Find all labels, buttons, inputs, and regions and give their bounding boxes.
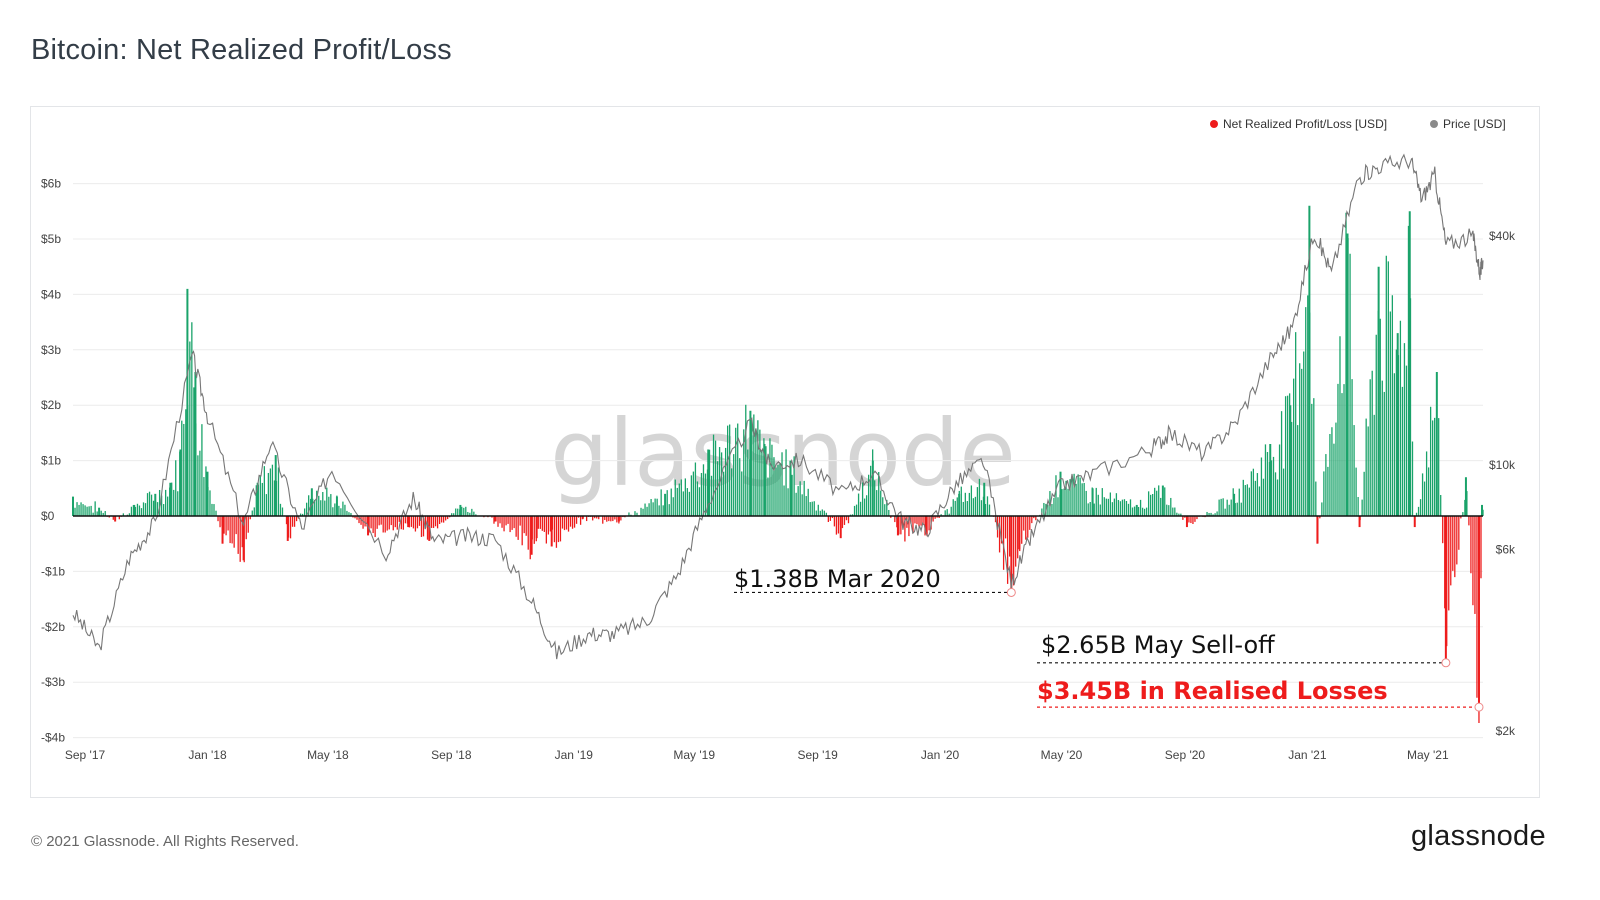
y-left-tick-label: $3b	[41, 343, 61, 357]
y-right-tick-label: $6k	[1496, 542, 1516, 556]
glassnode-logo[interactable]: glassnode	[1411, 820, 1546, 852]
y-left-tick-label: $5b	[41, 232, 61, 246]
x-tick-label: Sep '18	[431, 748, 472, 762]
annotation-marker	[1441, 658, 1451, 668]
annotation-label: $3.45B in Realised Losses	[1037, 677, 1388, 705]
x-tick-label: May '18	[307, 748, 349, 762]
y-right-tick-label: $40k	[1489, 229, 1516, 243]
y-left-tick-label: $1b	[41, 454, 61, 468]
x-tick-label: May '20	[1041, 748, 1083, 762]
chart-svg: glassnode $6b $5b $4b $3b $2b $1b $0 -$1b -$2b -$3…	[41, 117, 1516, 762]
watermark-text: glassnode	[550, 400, 1016, 507]
y-left-tick-label: -$3b	[41, 675, 65, 689]
y-right-tick-label: $10k	[1489, 458, 1516, 472]
y-left-tick-label: $0	[41, 509, 55, 523]
y-left-tick-label: -$4b	[41, 731, 65, 745]
x-tick-label: May '21	[1407, 748, 1449, 762]
y-left-tick-label: $4b	[41, 287, 61, 301]
copyright-text: © 2021 Glassnode. All Rights Reserved.	[31, 833, 299, 850]
page-title: Bitcoin: Net Realized Profit/Loss	[31, 34, 452, 66]
y-left-tick-label: $2b	[41, 398, 61, 412]
annotation-marker	[1006, 587, 1016, 597]
y-left-tick-label: -$1b	[41, 564, 65, 578]
price-line	[72, 153, 1484, 660]
annotation-marker	[1474, 702, 1484, 712]
annotation-label: $1.38B Mar 2020	[734, 565, 941, 593]
chart-frame: glassnode $6b $5b $4b $3b $2b $1b $0 -$1b -$2b -$3…	[30, 106, 1540, 798]
x-tick-label: May '19	[673, 748, 715, 762]
x-tick-label: Sep '17	[65, 748, 106, 762]
legend-dot-price	[1430, 120, 1438, 128]
x-tick-label: Jan '21	[1288, 748, 1327, 762]
x-tick-label: Jan '20	[921, 748, 960, 762]
x-tick-label: Jan '19	[555, 748, 594, 762]
legend-label-net-pl: Net Realized Profit/Loss [USD]	[1223, 117, 1387, 131]
legend-label-price: Price [USD]	[1443, 117, 1506, 131]
y-left-tick-label: -$2b	[41, 620, 65, 634]
legend-dot-net-pl	[1210, 120, 1218, 128]
annotation-label: $2.65B May Sell-off	[1041, 631, 1275, 659]
y-left-tick-label: $6b	[41, 177, 61, 191]
x-tick-label: Sep '19	[797, 748, 838, 762]
y-right-tick-label: $2k	[1496, 724, 1516, 738]
x-tick-label: Sep '20	[1165, 748, 1206, 762]
x-tick-label: Jan '18	[188, 748, 227, 762]
